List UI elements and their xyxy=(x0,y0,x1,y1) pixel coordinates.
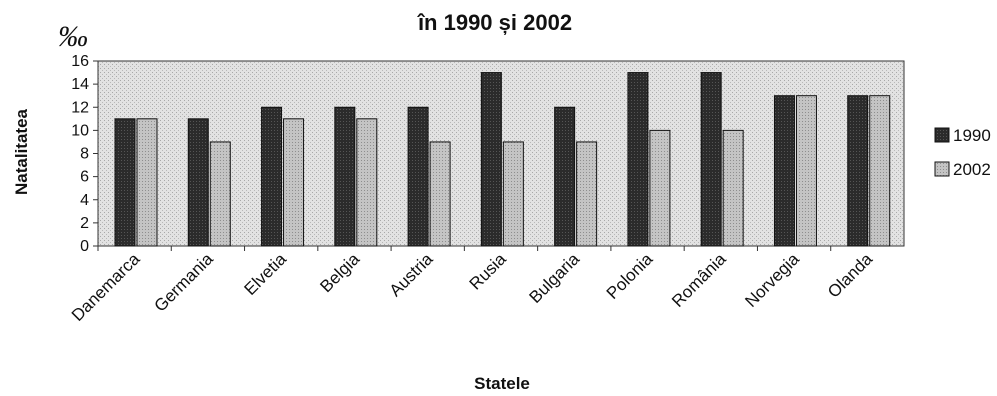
bar-2002-austria xyxy=(429,141,451,247)
bar-2002-elvetia xyxy=(283,118,305,247)
y-tick-label: 14 xyxy=(71,76,89,93)
bar-2002-danemarca xyxy=(136,118,158,247)
x-tick-label-olanda: Olanda xyxy=(824,249,877,302)
legend-label-1990: 1990 xyxy=(953,126,991,145)
x-tick-label-bulgaria: Bulgaria xyxy=(526,249,584,307)
bar-1990-elvetia xyxy=(261,106,283,247)
bar-2002-norvegia xyxy=(795,95,817,247)
x-tick-label-elvetia: Elvetia xyxy=(240,249,290,299)
chart-title: în 1990 și 2002 xyxy=(417,10,572,35)
bar-2002-germania xyxy=(209,141,231,247)
y-tick-label: 2 xyxy=(80,215,89,232)
bar-2002-polonia xyxy=(649,129,671,247)
x-tick-label-belgia: Belgia xyxy=(316,249,363,296)
y-tick-label: 16 xyxy=(71,53,89,70)
y-tick-label: 12 xyxy=(71,99,89,116)
x-axis-title: Statele xyxy=(474,374,530,393)
bar-1990-polonia xyxy=(627,72,649,247)
bar-2002-olanda xyxy=(869,95,891,247)
x-tick-label-românia: România xyxy=(668,249,730,311)
x-tick-label-germania: Germania xyxy=(151,249,218,316)
bar-2002-rusia xyxy=(502,141,524,247)
bar-1990-rusia xyxy=(480,72,502,247)
x-tick-label-norvegia: Norvegia xyxy=(741,249,803,311)
y-axis-title: Natalitatea xyxy=(12,108,31,195)
bar-1990-olanda xyxy=(847,95,869,247)
bar-1990-românia xyxy=(700,72,722,247)
x-tick-label-danemarca: Danemarca xyxy=(68,249,144,325)
bar-1990-norvegia xyxy=(773,95,795,247)
x-tick-label-polonia: Polonia xyxy=(603,249,657,303)
y-axis: 0 2 4 6 8 10 12 14 16 xyxy=(71,53,98,255)
legend-swatch-2002 xyxy=(934,161,950,177)
y-tick-label: 4 xyxy=(80,192,89,209)
bar-2002-românia xyxy=(722,129,744,247)
y-tick-label: 0 xyxy=(80,238,89,255)
legend: 1990 2002 xyxy=(934,126,991,179)
y-tick-label: 10 xyxy=(71,122,89,139)
unit-label: ‰ xyxy=(58,20,88,53)
bar-2002-bulgaria xyxy=(576,141,598,247)
y-tick-label: 6 xyxy=(80,169,89,186)
x-axis: Danemarca Germania Elvetia Belgia Austria Rus… xyxy=(68,246,877,325)
x-tick-label-austria: Austria xyxy=(386,249,437,300)
bars xyxy=(114,72,891,247)
legend-swatch-1990 xyxy=(934,127,950,143)
legend-label-2002: 2002 xyxy=(953,160,991,179)
bar-1990-belgia xyxy=(334,106,356,247)
bar-2002-belgia xyxy=(356,118,378,247)
bar-1990-bulgaria xyxy=(554,106,576,247)
bar-1990-danemarca xyxy=(114,118,136,247)
x-tick-label-rusia: Rusia xyxy=(466,249,511,294)
bar-1990-germania xyxy=(187,118,209,247)
y-tick-label: 8 xyxy=(80,146,89,163)
bar-1990-austria xyxy=(407,106,429,247)
